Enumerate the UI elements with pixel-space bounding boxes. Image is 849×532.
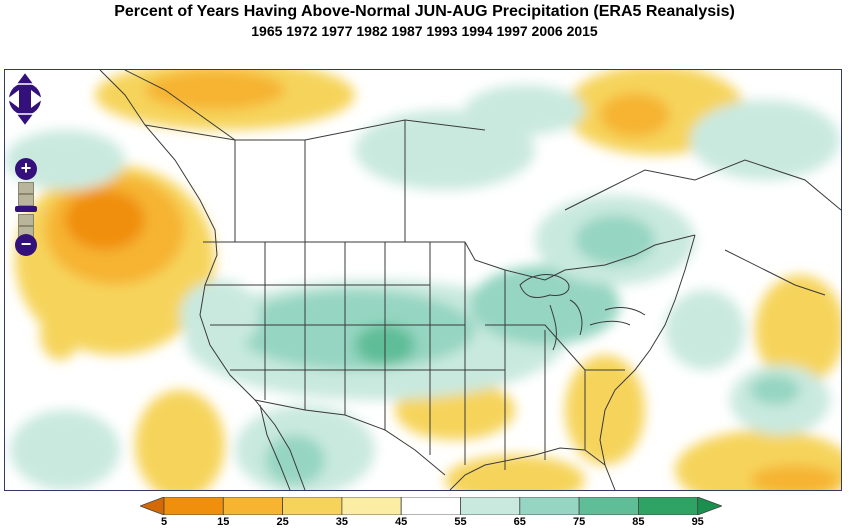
legend-tick-label: 25 (276, 516, 289, 528)
legend-color-box (460, 497, 521, 515)
legend-tick-label: 75 (572, 516, 586, 528)
legend-color-box (400, 497, 461, 515)
map-title: Percent of Years Having Above-Normal JUN… (114, 3, 735, 20)
legend-tick-label: 65 (513, 516, 526, 528)
legend-color-box (163, 497, 224, 515)
zoom-level-bar[interactable] (18, 214, 34, 226)
legend-tick-label: 45 (395, 516, 408, 528)
legend-tick-label: 15 (217, 516, 230, 528)
legend-tick-label: 95 (691, 516, 704, 528)
legend-tick-label: 85 (632, 516, 645, 528)
legend-arrow-low (140, 497, 165, 515)
legend-arrow-high (697, 497, 722, 515)
zoom-slider-handle[interactable] (15, 206, 37, 212)
pan-down-icon[interactable] (14, 113, 36, 128)
zoom-in-button[interactable]: + (15, 158, 37, 180)
map-canvas (5, 70, 841, 490)
zoom-level-bar[interactable] (18, 194, 34, 206)
zoom-control[interactable]: + − (15, 158, 37, 256)
map-subtitle: 1965 1972 1977 1982 1987 1993 1994 1997 … (251, 23, 598, 39)
legend-color-box (282, 497, 343, 515)
zoom-level-bar[interactable] (18, 182, 34, 194)
legend-tick-label: 5 (160, 516, 168, 528)
pan-right-icon[interactable] (31, 90, 43, 108)
legend-tick-label: 55 (454, 516, 467, 528)
legend-color-box (519, 497, 580, 515)
legend-colorbar (140, 497, 722, 515)
zoom-out-button[interactable]: − (15, 234, 37, 256)
pan-control[interactable] (5, 70, 45, 128)
boundary-layer (99, 70, 841, 490)
legend-tick-label: 35 (335, 516, 349, 528)
shading-layer (5, 70, 841, 490)
legend-color-box (578, 497, 639, 515)
pan-left-icon[interactable] (7, 90, 19, 108)
legend-color-box (637, 497, 699, 515)
pan-up-icon[interactable] (14, 70, 36, 85)
precipitation-map[interactable]: + − (4, 69, 842, 491)
legend-color-box (222, 497, 284, 515)
legend-color-box (341, 497, 402, 515)
